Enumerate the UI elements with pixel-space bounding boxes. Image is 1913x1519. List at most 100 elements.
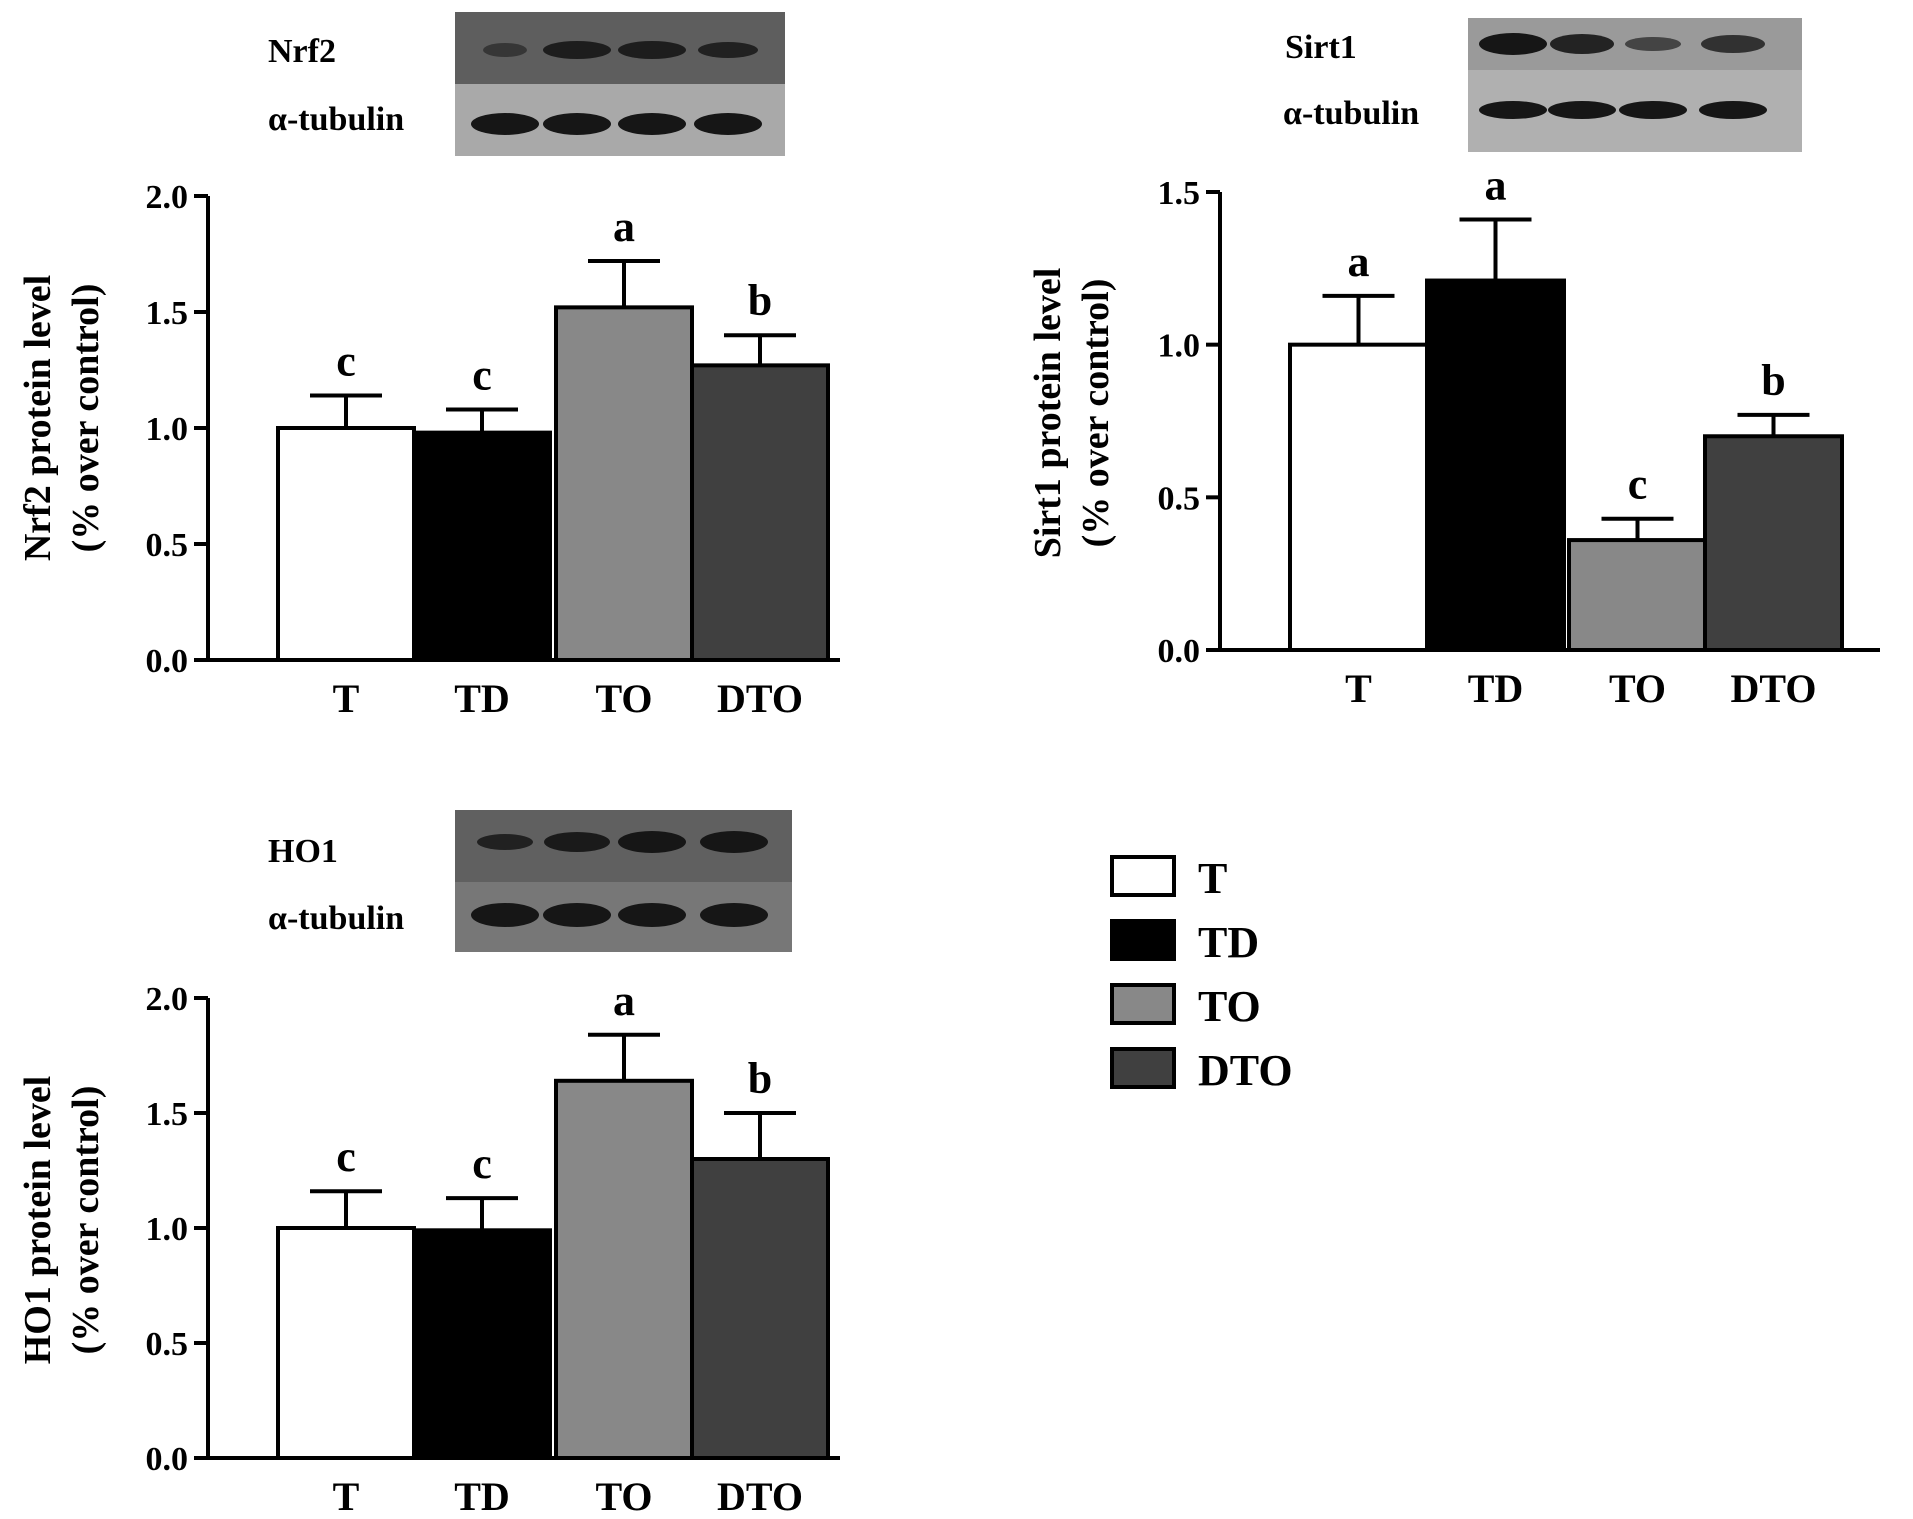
sirt1-bar-chart: 0.0 0.5 1.0 1.5 a Ta TD c TO b DTO: [1158, 160, 1881, 711]
y-tick-label: 1.0: [146, 1211, 189, 1248]
bar-dto: [692, 365, 828, 660]
nrf2-bar-chart: 0.0 0.5 1.0 1.5 2.0 c Tc TD a TO b DTO: [146, 179, 841, 721]
legend-item: TD: [1112, 918, 1259, 967]
blot-loading-control-label: α-tubulin: [268, 900, 404, 937]
x-tick-label: DTO: [717, 1474, 803, 1519]
blot-band: [543, 41, 611, 59]
bar-to: [556, 307, 692, 660]
significance-letter: c: [336, 337, 356, 386]
significance-letter: c: [1628, 460, 1648, 509]
legend-label: T: [1198, 854, 1227, 903]
sirt1-western-blot: Sirt1 α-tubulin: [1283, 18, 1802, 152]
significance-letter: b: [1761, 356, 1785, 405]
blot-band: [1701, 35, 1765, 53]
legend-swatch-td: [1112, 921, 1174, 959]
significance-letter: a: [613, 976, 635, 1025]
legend-label: DTO: [1198, 1046, 1293, 1095]
blot-band: [543, 113, 611, 135]
y-tick-label: 0.0: [1158, 633, 1201, 670]
blot-band: [544, 832, 610, 852]
legend-item: T: [1112, 854, 1227, 903]
blot-band: [700, 903, 768, 927]
bar-t: [1290, 345, 1427, 650]
bar-t: [278, 1228, 414, 1458]
significance-letter: a: [1485, 160, 1507, 209]
panel-nrf2: Nrf2 α-tubulin Nrf2 protein level (% ove…: [17, 12, 840, 721]
legend-item: DTO: [1112, 1046, 1293, 1095]
blot-band: [483, 43, 527, 57]
blot-band: [1548, 101, 1616, 119]
y-tick-label: 0.5: [146, 527, 189, 564]
blot-band: [471, 903, 539, 927]
bar-td: [414, 1230, 550, 1458]
blot-band: [618, 41, 686, 59]
y-tick-label: 0.5: [1158, 480, 1201, 517]
x-tick-label: T: [333, 1474, 360, 1519]
y-tick-label: 0.0: [146, 643, 189, 680]
x-tick-label: TD: [454, 1474, 510, 1519]
y-axis-label-line2: (% over control): [65, 1086, 107, 1355]
bar-to: [556, 1081, 692, 1458]
blot-band: [618, 113, 686, 135]
legend-label: TO: [1198, 982, 1261, 1031]
bar-t: [278, 428, 414, 660]
significance-letter: b: [748, 1054, 772, 1103]
legend-swatch-t: [1112, 857, 1174, 895]
y-tick-label: 1.0: [146, 411, 189, 448]
y-axis-label-line2: (% over control): [65, 284, 107, 553]
blot-band: [471, 113, 539, 135]
blot-band: [477, 834, 533, 850]
y-axis-label-line1: Nrf2 protein level: [17, 275, 59, 561]
y-tick-label: 0.0: [146, 1441, 189, 1478]
x-tick-label: TD: [1468, 666, 1524, 711]
blot-loading-control-label: α-tubulin: [1283, 95, 1419, 132]
bar-to: [1569, 540, 1706, 650]
blot-band: [1550, 34, 1614, 54]
y-tick-label: 1.5: [146, 1096, 189, 1133]
x-tick-label: DTO: [717, 676, 803, 721]
blot-band: [618, 831, 686, 853]
y-tick-label: 2.0: [146, 981, 189, 1018]
ho1-western-blot: HO1 α-tubulin: [268, 810, 792, 952]
y-axis-label-line1: Sirt1 protein level: [1027, 268, 1069, 559]
blot-band: [1479, 101, 1547, 119]
significance-letter: a: [1348, 237, 1370, 286]
legend: T TD TO DTO: [1112, 854, 1293, 1095]
y-tick-label: 1.0: [1158, 328, 1201, 365]
bar-td: [414, 433, 550, 660]
nrf2-western-blot: Nrf2 α-tubulin: [268, 12, 785, 156]
blot-protein-label: HO1: [268, 833, 338, 870]
blot-protein-label: Sirt1: [1285, 29, 1357, 66]
bar-td: [1427, 281, 1564, 650]
y-tick-label: 1.5: [146, 295, 189, 332]
blot-band: [1479, 33, 1547, 55]
panel-ho1: HO1 α-tubulin HO1 protein level (% over …: [17, 810, 840, 1519]
y-tick-label: 1.5: [1158, 175, 1201, 212]
ho1-bar-chart: 0.0 0.5 1.0 1.5 2.0 c Tc TD a TO b DTO: [146, 976, 841, 1519]
blot-protein-label: Nrf2: [268, 33, 336, 70]
legend-item: TO: [1112, 982, 1261, 1031]
y-tick-label: 2.0: [146, 179, 189, 216]
x-tick-label: TO: [1609, 666, 1666, 711]
x-tick-label: TD: [454, 676, 510, 721]
blot-band: [698, 42, 758, 58]
significance-letter: c: [336, 1132, 356, 1181]
x-tick-label: TO: [595, 1474, 652, 1519]
blot-band: [1625, 37, 1681, 51]
x-tick-label: TO: [595, 676, 652, 721]
blot-band: [1619, 101, 1687, 119]
bar-dto: [692, 1159, 828, 1458]
blot-band: [694, 113, 762, 135]
y-axis-label-line2: (% over control): [1075, 279, 1117, 548]
x-tick-label: DTO: [1731, 666, 1817, 711]
x-tick-label: T: [333, 676, 360, 721]
legend-swatch-dto: [1112, 1049, 1174, 1087]
blot-band: [543, 903, 611, 927]
legend-label: TD: [1198, 918, 1259, 967]
bar-dto: [1705, 436, 1842, 650]
x-tick-label: T: [1345, 666, 1372, 711]
significance-letter: c: [472, 350, 492, 399]
blot-loading-control-label: α-tubulin: [268, 101, 404, 138]
y-axis-label-line1: HO1 protein level: [17, 1076, 59, 1365]
